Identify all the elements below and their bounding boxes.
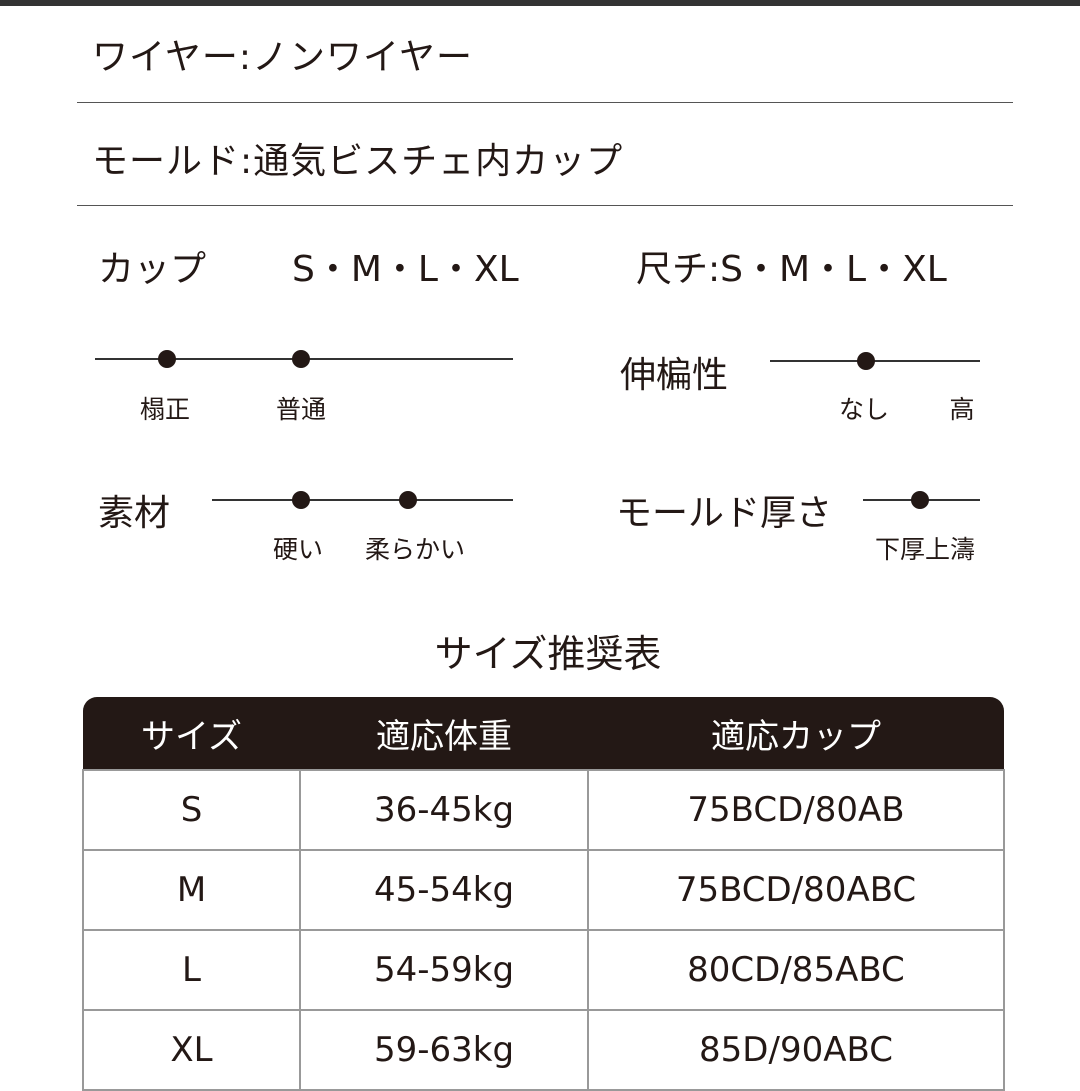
scale-tick: なし — [838, 395, 890, 424]
header-weight: 適応体重 — [300, 697, 588, 770]
scale-tick: 柔らかい — [364, 535, 466, 564]
header-cup: 適応カップ — [588, 697, 1004, 770]
top-bar — [0, 0, 1080, 6]
scale-dot — [158, 350, 176, 368]
cup-label: カップ — [98, 249, 207, 290]
table-title: サイズ推奨表 — [434, 632, 662, 676]
divider — [77, 102, 1013, 103]
spec-wire: ワイヤー:ノンワイヤー — [92, 37, 473, 78]
scale-line — [212, 499, 513, 501]
cell-cup: 75BCD/80AB — [587, 769, 1005, 851]
scale-tick: 硬い — [272, 535, 324, 564]
scale-tick: 榻正 — [139, 395, 191, 424]
cell-size: S — [82, 769, 301, 851]
cell-weight: 45-54kg — [299, 849, 589, 931]
cell-size: L — [82, 929, 301, 1011]
table-row: S 36-45kg 75BCD/80AB — [82, 769, 1005, 851]
cell-weight: 59-63kg — [299, 1009, 589, 1091]
table-row: XL 59-63kg 85D/90ABC — [82, 1009, 1005, 1091]
cell-weight: 36-45kg — [299, 769, 589, 851]
scale-line — [770, 360, 980, 362]
cell-size: M — [82, 849, 301, 931]
cell-size: XL — [82, 1009, 301, 1091]
scale-label-stretch: 伸楄性 — [620, 355, 729, 396]
divider — [77, 205, 1013, 206]
table-row: L 54-59kg 80CD/85ABC — [82, 929, 1005, 1011]
scale-dot — [292, 491, 310, 509]
cell-cup: 85D/90ABC — [587, 1009, 1005, 1091]
scale-label-mold-thickness: モールド厚さ — [616, 493, 833, 534]
spec-mold: モールド:通気ビスチェ内カップ — [92, 141, 624, 182]
scale-tick: 普通 — [275, 395, 327, 424]
size-range: 尺チ:S・M・L・XL — [636, 249, 947, 290]
cell-cup: 75BCD/80ABC — [587, 849, 1005, 931]
scale-dot — [857, 352, 875, 370]
scale-tick: 下厚上濤 — [874, 535, 976, 564]
scale-dot — [292, 350, 310, 368]
table-row: M 45-54kg 75BCD/80ABC — [82, 849, 1005, 931]
scale-dot — [911, 491, 929, 509]
size-table: サイズ 適応体重 適応カップ S 36-45kg 75BCD/80AB M 45-54… — [82, 697, 1005, 1091]
table-header: サイズ 適応体重 適応カップ — [83, 697, 1004, 770]
scale-label-material: 素材 — [98, 493, 171, 534]
cell-cup: 80CD/85ABC — [587, 929, 1005, 1011]
header-size: サイズ — [83, 697, 300, 770]
cup-sizes: S・M・L・XL — [292, 249, 519, 290]
scale-tick: 高 — [949, 395, 975, 424]
scale-dot — [399, 491, 417, 509]
cell-weight: 54-59kg — [299, 929, 589, 1011]
